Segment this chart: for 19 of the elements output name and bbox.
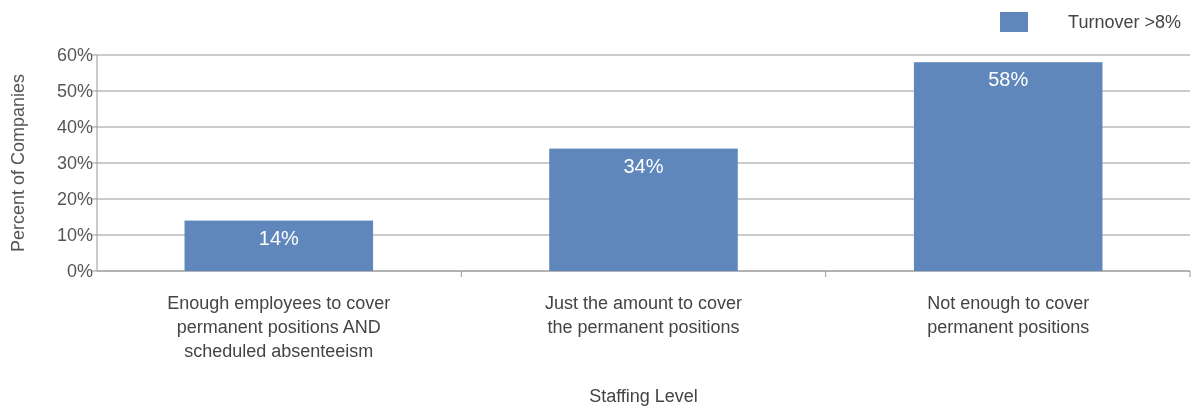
legend-label: Turnover >8% <box>1068 12 1181 32</box>
y-tick-label: 50% <box>56 81 93 102</box>
y-tick-label: 0% <box>66 261 93 282</box>
text: 58% <box>988 68 1029 91</box>
text: 14% <box>258 226 299 249</box>
y-tick-label: 30% <box>56 153 93 174</box>
y-tick-label: 20% <box>56 189 93 210</box>
y-tick-label: 10% <box>56 225 93 246</box>
bar <box>549 148 738 271</box>
text: 34% <box>623 154 664 177</box>
x-tick-label: Enough employees to cover permanent positions AND scheduled absenteeism <box>167 293 391 361</box>
x-tick-label: Not enough to cover permanent positions <box>927 293 1090 337</box>
x-axis-title: Staffing Level <box>589 386 698 406</box>
y-tick-label: 60% <box>56 45 93 66</box>
bar <box>913 62 1103 271</box>
bar <box>184 220 374 271</box>
x-tick-label: Just the amount to cover the permanent positions <box>544 293 743 337</box>
y-axis-title: Percent of Companies <box>8 73 28 253</box>
y-tick-label: 40% <box>56 117 93 138</box>
